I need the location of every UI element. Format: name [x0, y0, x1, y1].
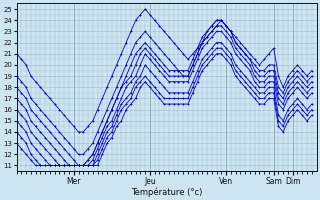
X-axis label: Température (°c): Température (°c): [131, 187, 202, 197]
